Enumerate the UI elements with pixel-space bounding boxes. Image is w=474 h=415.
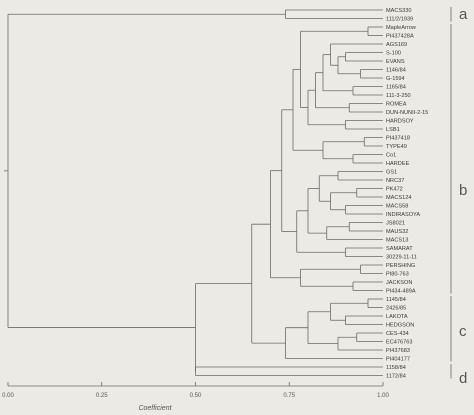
x-axis-title: Coefficient: [138, 405, 172, 412]
tick-label: 0.50: [190, 393, 202, 399]
leaf-label: MACS330: [386, 8, 412, 14]
leaf-label: 1146/84: [386, 68, 406, 74]
tick-label: 0.75: [283, 393, 295, 399]
leaf-label: 111-3-250: [386, 93, 411, 99]
group-label-d: d: [459, 370, 467, 387]
leaf-label: MACS58: [386, 204, 408, 210]
leaf-label: MAUS32: [386, 229, 408, 235]
leaf-label: PI434-489A: [386, 289, 416, 295]
tick-label: 1.00: [377, 393, 389, 399]
group-labels: a b c d: [459, 6, 468, 387]
leaf-label: S-100: [386, 51, 401, 57]
group-label-b: b: [459, 182, 467, 199]
leaf-labels: MACS330 111/2/1939 MapleArrow PI437428A AGS1…: [386, 8, 428, 380]
leaf-label: TYPE49: [386, 144, 407, 150]
leaf-label: Co1: [386, 153, 396, 159]
leaf-label: PERSHING: [386, 263, 415, 269]
leaf-label: 111/2/1939: [386, 17, 413, 23]
leaf-label: PI80-763: [386, 272, 409, 278]
leaf-label: SAMARAT: [386, 246, 413, 252]
leaf-label: HEDGSON: [386, 323, 414, 329]
leaf-label: 1158/84: [386, 365, 406, 371]
leaf-label: INDIRASOYA: [386, 212, 420, 218]
leaf-label: NRC37: [386, 178, 404, 184]
group-label-c: c: [459, 323, 467, 340]
tick-label: 0.00: [2, 393, 14, 399]
leaf-label: HARDSOY: [386, 119, 414, 125]
leaf-label: 1165/84: [386, 85, 406, 91]
leaf-label: 1172/84: [386, 374, 406, 380]
leaf-label: EVANS: [386, 59, 405, 65]
leaf-label: EC476763: [386, 340, 412, 346]
x-axis: 0.00 0.25 0.50 0.75 1.00 Coefficient: [2, 382, 389, 412]
leaf-label: CES-434: [386, 331, 409, 337]
leaf-label: AGS169: [386, 42, 407, 48]
leaf-label: GS1: [386, 170, 397, 176]
leaf-label: PI437428A: [386, 34, 414, 40]
leaf-label: PK472: [386, 187, 403, 193]
leaf-label: 1145/84: [386, 297, 406, 303]
leaf-label: MapleArrow: [386, 25, 417, 31]
leaf-label: MACS124: [386, 195, 412, 201]
leaf-label: DUN-NUNII-2-15: [386, 110, 428, 116]
leaf-label: LAKOTA: [386, 314, 408, 320]
leaf-label: MACS13: [386, 238, 408, 244]
leaf-label: PI404177: [386, 357, 410, 363]
leaf-label: 2426/85: [386, 306, 406, 312]
tick-label: 0.25: [96, 393, 108, 399]
leaf-label: 30229-11-11: [386, 255, 417, 261]
leaf-label: LSB1: [386, 127, 400, 133]
leaf-label: JACKSON: [386, 280, 412, 286]
leaf-label: PI437683: [386, 348, 410, 354]
leaf-label: G-1594: [386, 76, 405, 82]
dendrogram-branches: [4, 9, 383, 376]
group-label-a: a: [459, 6, 468, 23]
leaf-label: JS8021: [386, 221, 405, 227]
leaf-label: PI437418: [386, 136, 410, 142]
leaf-label: HARDEE: [386, 161, 410, 167]
leaf-label: ROMEA: [386, 102, 407, 108]
